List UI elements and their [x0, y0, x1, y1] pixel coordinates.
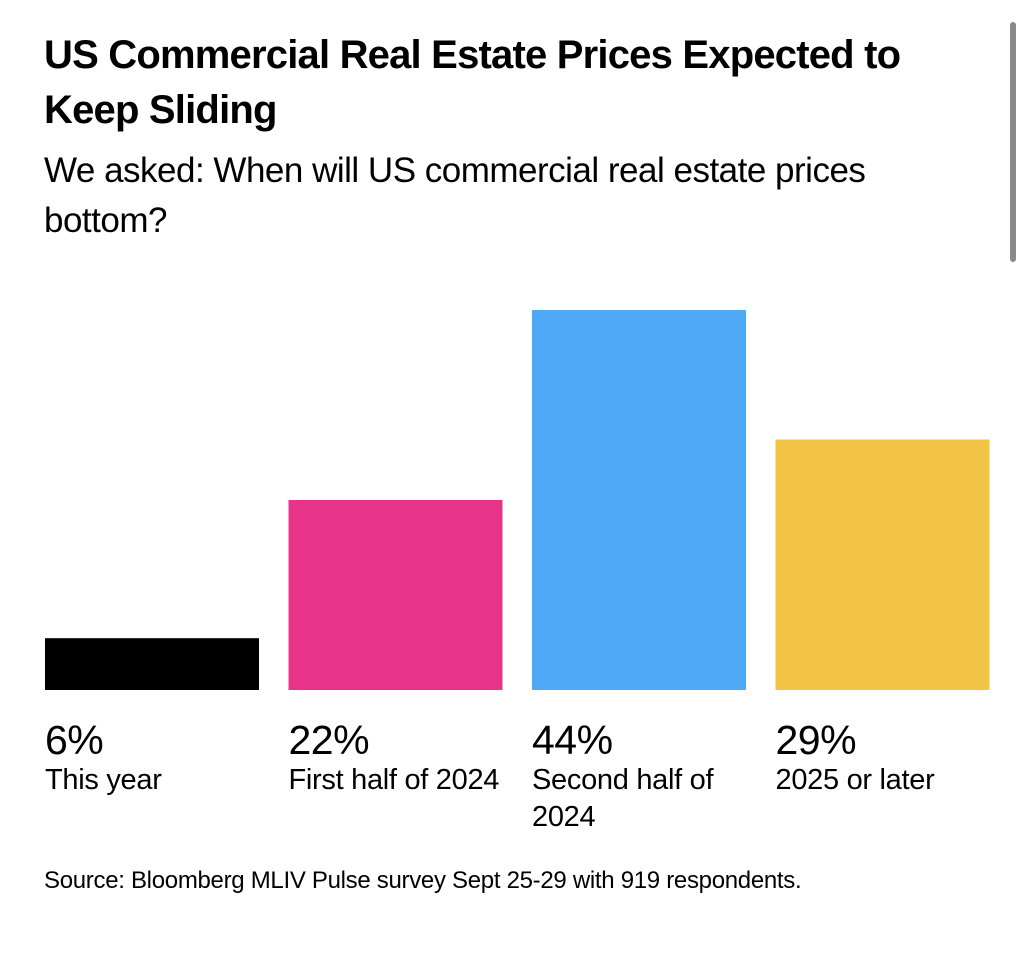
chart-title: US Commercial Real Estate Prices Expecte…	[44, 33, 901, 132]
scrollbar[interactable]	[1010, 22, 1016, 262]
category-label-group: 6% This year	[45, 718, 265, 799]
bar-3	[532, 310, 746, 690]
category-label-group: 29% 2025 or later	[776, 718, 996, 799]
category-label: First half of 2024	[288, 764, 500, 796]
data-label: 44%	[532, 717, 613, 763]
bar-2	[288, 500, 503, 690]
data-label: 29%	[775, 717, 857, 763]
bar-4	[775, 439, 990, 690]
chart-subtitle: We asked: When will US commercial real e…	[44, 151, 866, 240]
category-label: This year	[45, 764, 162, 796]
bar-1	[45, 638, 259, 690]
category-label: 2025 or later	[775, 764, 935, 796]
category-label: Second half of 2024	[532, 764, 714, 833]
category-label-group: 44% Second half of 2024	[532, 718, 752, 836]
category-label-group: 22% First half of 2024	[289, 718, 509, 799]
data-label: 22%	[288, 717, 370, 763]
source-note: Source: Bloomberg MLIV Pulse survey Sept…	[44, 867, 802, 894]
data-label: 6%	[45, 717, 104, 763]
